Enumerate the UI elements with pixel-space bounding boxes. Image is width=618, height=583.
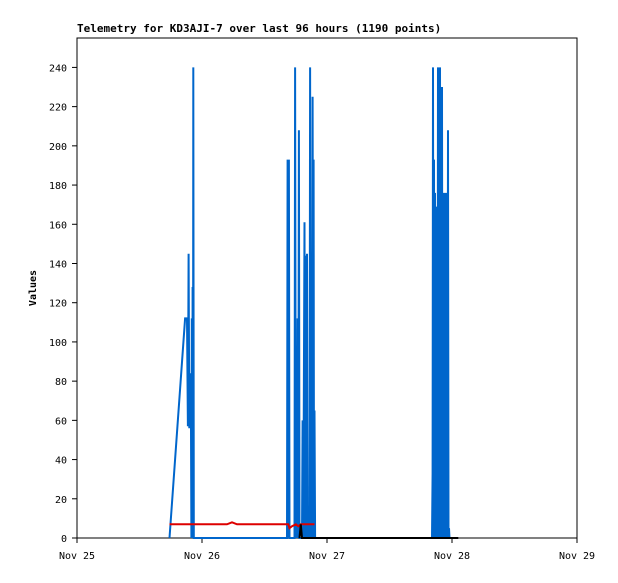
x-tick-label: Nov 27 [309,551,345,562]
y-tick-label: 60 [55,416,67,427]
y-tick-label: 0 [61,534,67,545]
series-line-2 [298,524,459,539]
x-tick-label: Nov 25 [59,551,95,562]
chart-title: Telemetry for KD3AJI-7 over last 96 hour… [77,22,442,35]
series-line-0 [168,67,451,539]
y-tick-label: 20 [55,495,67,506]
plot-frame [76,37,578,539]
y-tick-label: 140 [49,259,67,270]
y-axis-label: Values [28,270,39,306]
y-tick-label: 200 [49,142,67,153]
y-tick-label: 120 [49,299,67,310]
y-tick-label: 220 [49,103,67,114]
x-tick-label: Nov 29 [559,551,595,562]
y-tick-label: 100 [49,338,67,349]
y-tick-label: 80 [55,377,67,388]
y-tick-label: 240 [49,63,67,74]
y-tick-label: 180 [49,181,67,192]
y-tick-label: 40 [55,456,67,467]
y-tick-label: 160 [49,220,67,231]
x-tick-label: Nov 26 [184,551,220,562]
x-tick-label: Nov 28 [434,551,470,562]
